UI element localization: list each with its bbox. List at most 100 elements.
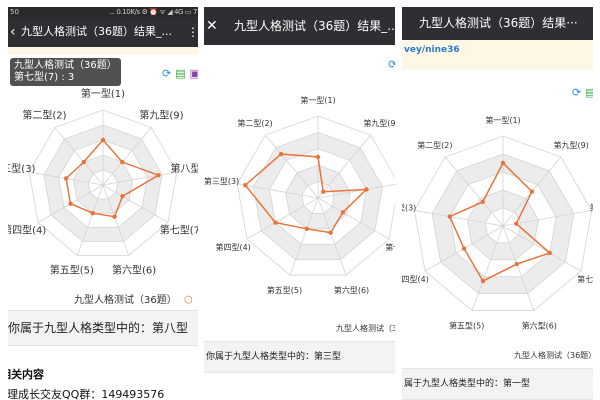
radar-axis-label: 第三型(3)	[402, 203, 416, 213]
radar-data-point[interactable]	[328, 230, 333, 235]
result-text: 你属于九型人格类型中的：第三型	[206, 352, 342, 362]
radar-axis-label: 第三型(3)	[204, 176, 239, 186]
radar-axis-line	[414, 209, 504, 227]
radar-axis-label: 第一型(1)	[485, 115, 520, 125]
radar-data-point[interactable]	[304, 226, 309, 232]
radar-data-point[interactable]	[315, 154, 321, 160]
radar-chart: 第一型(1)第九型(9)第八型(8)第七型(7)第六型(6)第五型(5)第四型(…	[204, 95, 395, 295]
radar-data-point[interactable]	[529, 189, 535, 194]
radar-axis-label: 第九型(9)	[139, 108, 183, 121]
result-box: 你属于九型人格类型中的：第三型	[204, 341, 395, 373]
radar-data-point[interactable]	[120, 159, 125, 165]
radar-data-point[interactable]	[156, 173, 161, 178]
page-title: 九型人格测试（36题）结果_...	[21, 25, 172, 38]
radar-axis-label: 第七型(7)	[577, 274, 593, 284]
radar-axis-line	[289, 197, 319, 276]
page-title: 九型人格测试（36题）结果_...	[234, 19, 395, 33]
radar-axis-label: 第五型(5)	[267, 285, 302, 295]
chart-toolbox: ⟳ ▤ ▣	[158, 67, 198, 80]
qq-group-link[interactable]: 心理成长交友QQ群：149493576	[8, 388, 165, 400]
survey-link[interactable]: vey/nine36	[404, 45, 460, 55]
radar-data-point[interactable]	[321, 189, 326, 194]
screenshot-panel-2: ✕ 九型人格测试（36题）结果_... ⟳ 第一型(1)第九型(9)第八型(8)…	[204, 0, 395, 400]
radar-axis-label: 第四型(4)	[215, 242, 250, 252]
radar-data-point[interactable]	[500, 160, 506, 166]
chart-legend[interactable]: 九型人格测试（3	[336, 323, 395, 334]
refresh-icon[interactable]: ⟳	[572, 86, 582, 99]
screenshot-panel-3: 九型人格测试（36题）结果··· vey/nine36 ⟳ ▤ 第一型(1) 第九型…	[402, 0, 593, 400]
radar-axis-line	[246, 197, 319, 240]
refresh-icon[interactable]: ⟳	[162, 67, 172, 80]
radar-axis-line	[54, 127, 104, 186]
result-box: 属于九型人格类型中的：第一型	[402, 368, 593, 400]
radar-axis-label: 第八型(8)	[171, 162, 198, 175]
radar-axis-label: 第六型(6)	[112, 264, 156, 277]
radar-axis-line	[444, 156, 504, 227]
radar-series-line	[448, 161, 552, 282]
radar-data-point[interactable]	[112, 214, 117, 219]
radar-axis-line	[76, 184, 104, 256]
radar-data-point[interactable]	[90, 210, 95, 216]
radar-data-point[interactable]	[63, 176, 69, 181]
radar-data-point[interactable]	[68, 201, 73, 206]
radar-data-point[interactable]	[120, 194, 125, 199]
page-title: 九型人格测试（36题）结果···	[419, 16, 578, 30]
radar-axis-label: 第六型(6)	[334, 285, 369, 295]
radar-axis-label: 第八型(8)	[590, 203, 593, 213]
radar-axis-line	[102, 171, 177, 186]
save-image-icon[interactable]: ▣	[189, 67, 198, 80]
radar-axis-line	[317, 184, 395, 199]
radar-data-point[interactable]	[447, 214, 453, 219]
radar-axis-label: 第二型(2)	[22, 108, 66, 121]
radar-axis-line	[317, 134, 372, 199]
radar-axis-label: 第四型(4)	[8, 224, 46, 237]
radar-data-point[interactable]	[278, 151, 284, 157]
result-box: 你属于九型人格类型中的：第八型	[8, 310, 198, 346]
radar-axis-label: 第三型(3)	[8, 162, 36, 175]
legend-label: 九型人格测试（36题）	[514, 351, 593, 360]
radar-data-point[interactable]	[81, 159, 86, 165]
radar-axis-line	[237, 183, 319, 199]
radar-series-line	[244, 153, 369, 234]
radar-axis-label: 第五型(5)	[50, 264, 94, 277]
radar-axis-line	[264, 134, 319, 199]
result-text: 你属于九型人格类型中的：第八型	[8, 321, 189, 335]
radar-data-point[interactable]	[243, 182, 248, 188]
status-time: 50	[10, 8, 19, 16]
app-header: ‹ 九型人格测试（36题）结果_... ⋮	[8, 17, 198, 47]
radar-data-point[interactable]	[364, 187, 369, 192]
radar-axis-label: 第六型(6)	[522, 321, 557, 331]
radar-axis-label: 第九型(9)	[363, 118, 395, 128]
radar-axis-line	[317, 197, 347, 276]
data-view-icon[interactable]: ▤	[585, 86, 593, 99]
chart-toolbox: ⟳	[384, 58, 395, 71]
radar-data-point[interactable]	[547, 250, 552, 256]
chart-legend[interactable]: 九型人格测试（36题）	[514, 350, 593, 361]
app-header: ✕ 九型人格测试（36题）结果_...	[204, 7, 395, 45]
radar-axis-label: 第二型(2)	[417, 140, 452, 150]
radar-data-point[interactable]	[480, 278, 486, 284]
chart-legend[interactable]: 九型人格测试（36题） ⬡	[74, 291, 193, 306]
radar-data-point[interactable]	[514, 221, 519, 226]
related-heading: 相关内容	[8, 368, 44, 381]
tooltip-series: 九型人格测试（36题）	[14, 60, 117, 71]
radar-data-point[interactable]	[514, 261, 520, 267]
legend-label: 九型人格测试（3	[336, 324, 395, 333]
radar-data-point[interactable]	[273, 220, 278, 225]
chart-toolbox: ⟳ ▤	[568, 86, 593, 99]
app-header: 九型人格测试（36题）结果···	[402, 7, 593, 40]
radar-data-point[interactable]	[461, 246, 467, 251]
radar-axis-line	[502, 225, 582, 272]
menu-icon[interactable]: ⋮	[187, 25, 198, 39]
radar-data-point[interactable]	[480, 199, 485, 205]
legend-label: 九型人格测试（36题）	[74, 295, 177, 306]
radar-data-point[interactable]	[340, 210, 346, 215]
radar-axis-line	[102, 184, 130, 256]
radar-axis-label: 第七型(7)	[385, 242, 395, 252]
data-view-icon[interactable]: ▤	[175, 67, 186, 80]
radar-data-point[interactable]	[100, 137, 106, 143]
refresh-icon[interactable]: ⟳	[388, 58, 395, 71]
back-arrow-icon[interactable]: ‹	[10, 24, 16, 40]
close-icon[interactable]: ✕	[206, 18, 218, 34]
radar-axis-line	[102, 184, 169, 223]
